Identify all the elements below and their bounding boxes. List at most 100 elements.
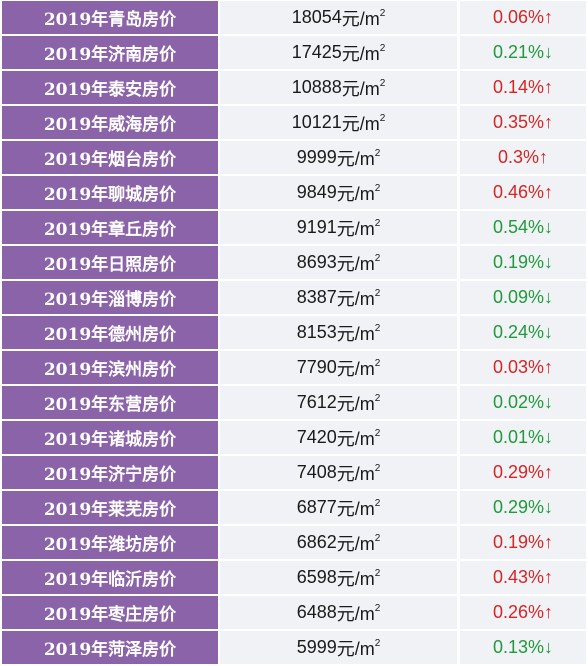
price-cell: 9999 元/m2 <box>220 141 460 174</box>
table-row: 2019年青岛房价 18054 元/m2 0.06% ↑ <box>2 1 586 34</box>
price-unit-superscript: 2 <box>374 497 381 509</box>
price-unit-superscript: 2 <box>374 462 381 474</box>
table-row: 2019年潍坊房价 6862 元/m2 0.19% ↑ <box>2 526 586 559</box>
change-cell: 0.13% ↓ <box>460 631 586 664</box>
price-unit-superscript: 2 <box>374 532 381 544</box>
price-value: 17425 <box>291 42 342 62</box>
price-cell: 6488 元/m2 <box>220 596 460 629</box>
price-unit: 元/m2 <box>337 565 381 591</box>
price-unit-superscript: 2 <box>374 427 381 439</box>
change-value: 0.02% <box>492 392 545 412</box>
change-cell: 0.29% ↑ <box>460 456 586 489</box>
change-cell: 0.3% ↑ <box>460 141 586 174</box>
price-unit: 元/m2 <box>342 40 386 66</box>
price-unit-text: 元/m <box>336 358 375 379</box>
price-unit-text: 元/m <box>336 533 375 554</box>
table-row: 2019年日照房价 8693 元/m2 0.19% ↓ <box>2 246 586 279</box>
price-unit: 元/m2 <box>337 215 381 241</box>
change-cell: 0.06% ↑ <box>460 1 586 34</box>
change-cell: 0.54% ↓ <box>460 211 586 244</box>
price-unit-superscript: 2 <box>374 567 381 579</box>
price-cell: 7408 元/m2 <box>220 456 460 489</box>
price-unit: 元/m2 <box>337 460 381 486</box>
price-unit-text: 元/m <box>336 253 375 274</box>
price-unit-text: 元/m <box>341 113 380 134</box>
price-unit-superscript: 2 <box>374 602 381 614</box>
price-value: 8387 <box>296 287 337 307</box>
price-value: 7408 <box>296 462 337 482</box>
price-value: 7790 <box>296 357 337 377</box>
price-cell: 6877 元/m2 <box>220 491 460 524</box>
arrow-down-icon: ↓ <box>544 322 554 342</box>
change-value: 0.46% <box>492 182 545 202</box>
price-unit-text: 元/m <box>336 638 375 659</box>
city-price-label: 2019年日照房价 <box>2 246 220 279</box>
price-value: 5999 <box>296 637 337 657</box>
city-price-label: 2019年烟台房价 <box>2 141 220 174</box>
change-cell: 0.03% ↑ <box>460 351 586 384</box>
table-row: 2019年泰安房价 10888 元/m2 0.14% ↑ <box>2 71 586 104</box>
change-value: 0.19% <box>492 532 545 552</box>
arrow-up-icon: ↑ <box>544 357 554 377</box>
change-value: 0.35% <box>492 112 545 132</box>
arrow-down-icon: ↓ <box>544 497 554 517</box>
price-cell: 7790 元/m2 <box>220 351 460 384</box>
change-cell: 0.09% ↓ <box>460 281 586 314</box>
price-unit-text: 元/m <box>336 498 375 519</box>
price-unit: 元/m2 <box>342 110 386 136</box>
price-unit-text: 元/m <box>336 218 375 239</box>
table-row: 2019年德州房价 8153 元/m2 0.24% ↓ <box>2 316 586 349</box>
arrow-up-icon: ↑ <box>544 567 554 587</box>
price-value: 7612 <box>296 392 337 412</box>
price-value: 9999 <box>296 147 337 167</box>
change-value: 0.19% <box>492 252 545 272</box>
change-value: 0.21% <box>492 42 545 62</box>
price-unit: 元/m2 <box>337 320 381 346</box>
change-cell: 0.35% ↑ <box>460 106 586 139</box>
price-cell: 7612 元/m2 <box>220 386 460 419</box>
price-unit: 元/m2 <box>337 530 381 556</box>
table-row: 2019年莱芜房价 6877 元/m2 0.29% ↓ <box>2 491 586 524</box>
price-unit-text: 元/m <box>336 323 375 344</box>
price-unit-superscript: 2 <box>374 637 381 649</box>
price-cell: 8387 元/m2 <box>220 281 460 314</box>
price-unit-text: 元/m <box>336 148 375 169</box>
change-cell: 0.14% ↑ <box>460 71 586 104</box>
price-unit: 元/m2 <box>337 425 381 451</box>
price-unit-superscript: 2 <box>374 322 381 334</box>
arrow-up-icon: ↑ <box>544 462 554 482</box>
table-row: 2019年聊城房价 9849 元/m2 0.46% ↑ <box>2 176 586 209</box>
price-unit-text: 元/m <box>336 603 375 624</box>
change-value: 0.3% <box>497 147 540 167</box>
price-value: 18054 <box>291 7 342 27</box>
price-unit-superscript: 2 <box>374 357 381 369</box>
change-cell: 0.19% ↑ <box>460 526 586 559</box>
price-unit-text: 元/m <box>336 568 375 589</box>
change-value: 0.01% <box>492 427 545 447</box>
change-cell: 0.02% ↓ <box>460 386 586 419</box>
change-value: 0.09% <box>492 287 545 307</box>
arrow-up-icon: ↑ <box>544 7 554 27</box>
price-unit: 元/m2 <box>337 635 381 661</box>
price-unit-superscript: 2 <box>379 42 386 54</box>
arrow-down-icon: ↓ <box>544 637 554 657</box>
price-unit: 元/m2 <box>337 145 381 171</box>
price-value: 9191 <box>296 217 337 237</box>
price-cell: 9191 元/m2 <box>220 211 460 244</box>
city-price-label: 2019年菏泽房价 <box>2 631 220 664</box>
city-price-label: 2019年枣庄房价 <box>2 596 220 629</box>
price-unit-superscript: 2 <box>374 217 381 229</box>
change-value: 0.43% <box>492 567 545 587</box>
city-price-label: 2019年莱芜房价 <box>2 491 220 524</box>
price-unit: 元/m2 <box>337 285 381 311</box>
change-cell: 0.29% ↓ <box>460 491 586 524</box>
table-row: 2019年章丘房价 9191 元/m2 0.54% ↓ <box>2 211 586 244</box>
arrow-up-icon: ↑ <box>544 182 554 202</box>
change-cell: 0.43% ↑ <box>460 561 586 594</box>
change-value: 0.03% <box>492 357 545 377</box>
price-value: 6598 <box>296 567 337 587</box>
price-unit-text: 元/m <box>336 428 375 449</box>
price-value: 8153 <box>296 322 337 342</box>
arrow-down-icon: ↓ <box>544 427 554 447</box>
